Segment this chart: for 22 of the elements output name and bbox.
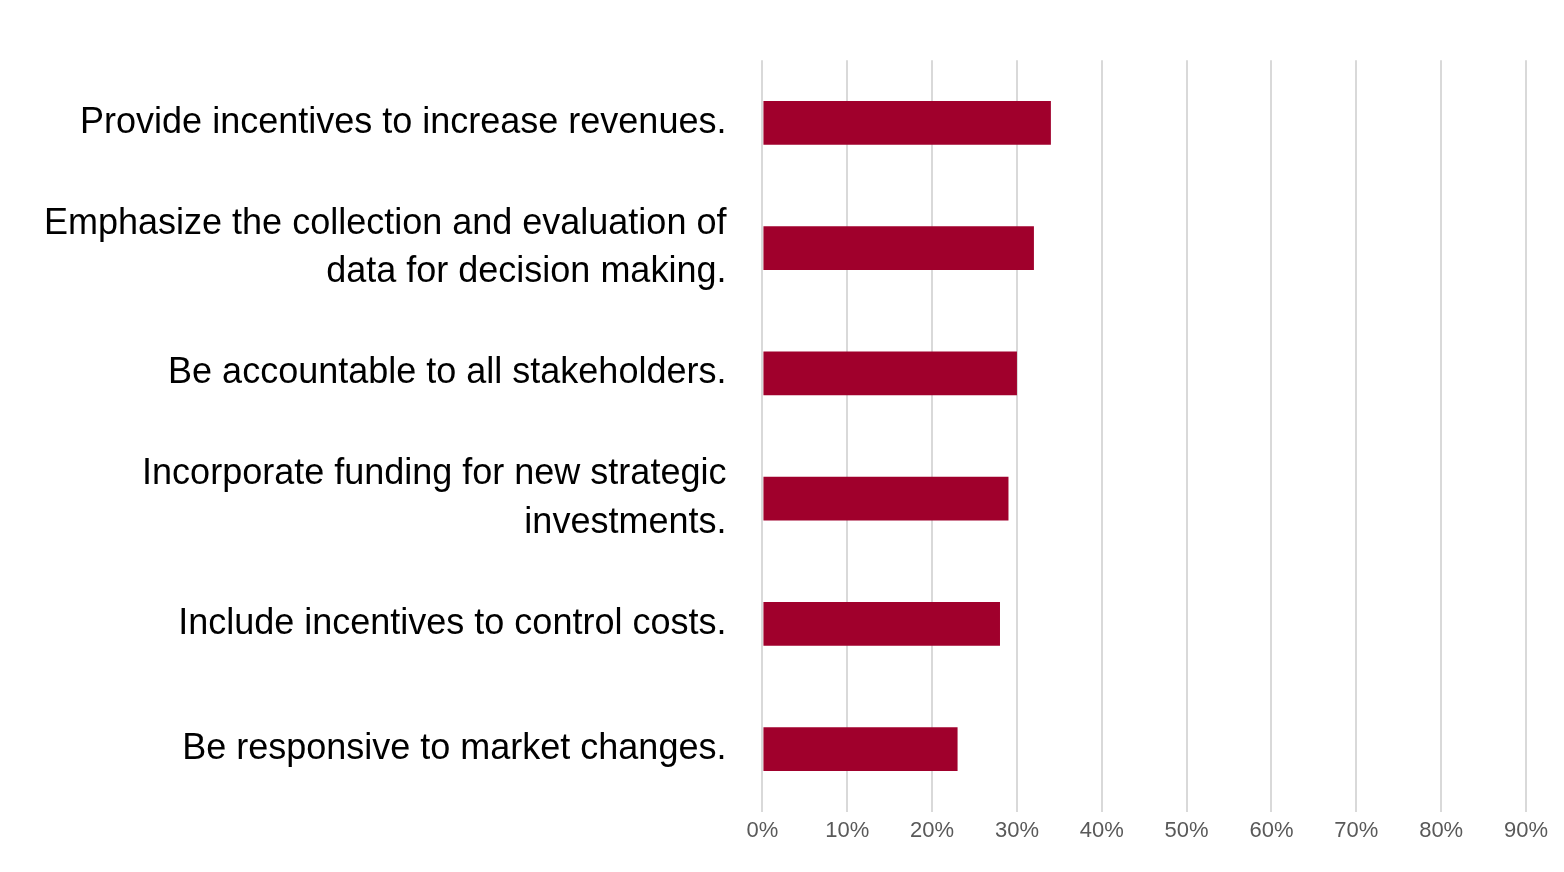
- y-tick-label: Emphasize the collection and evaluation of data for decision making.: [44, 200, 728, 291]
- x-tick-label: 50%: [1164, 816, 1209, 842]
- y-tick-label: Provide incentives to increase revenues.: [80, 99, 727, 141]
- x-tick-label: 90%: [1503, 816, 1549, 842]
- x-tick-label: 60%: [1249, 816, 1294, 842]
- y-tick-label: Be responsive to market changes.: [182, 726, 727, 768]
- x-tick-label: 30%: [994, 816, 1039, 842]
- x-tick-label: 70%: [1334, 816, 1379, 842]
- bar: [763, 601, 1000, 646]
- y-tick-label: Include incentives to control costs.: [178, 600, 727, 642]
- x-tick-label: 10%: [825, 816, 870, 842]
- x-tick-label: 40%: [1079, 816, 1124, 842]
- bar: [763, 727, 958, 771]
- bar: [763, 226, 1034, 271]
- x-tick-label: 0%: [746, 816, 779, 842]
- y-tick-label: Be accountable to all stakeholders.: [168, 350, 727, 392]
- x-tick-label: 20%: [910, 816, 955, 842]
- bar: [763, 101, 1051, 145]
- x-tick-label: 80%: [1419, 816, 1464, 842]
- y-tick-label: Incorporate funding for new strategic investments.: [142, 451, 727, 541]
- bar: [763, 351, 1017, 396]
- bar: [763, 476, 1009, 521]
